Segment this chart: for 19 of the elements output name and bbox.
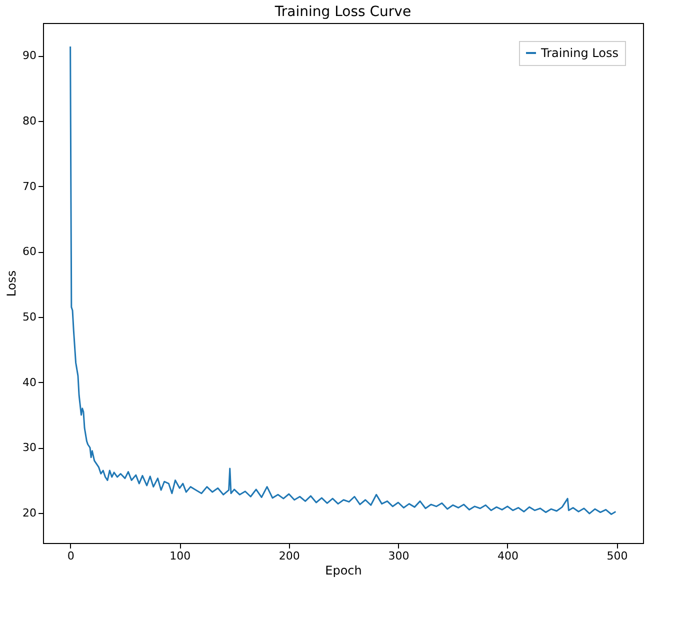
y-tick-label: 80 [22,114,36,128]
y-tick-label: 40 [22,376,36,389]
x-axis-title: Epoch [325,564,362,578]
x-tick-label: 100 [170,550,191,562]
x-tick-label: 400 [497,550,518,562]
y-tick-label: 20 [22,506,36,520]
y-tick-label: 50 [22,310,36,324]
line-series [70,46,616,516]
legend-label: Training Loss [540,46,618,60]
y-tick-label: 90 [22,49,36,62]
x-tick-label: 500 [606,550,628,562]
x-tick-label: 300 [388,550,410,562]
chart-title: Training Loss Curve [274,4,412,20]
y-tick-label: 70 [22,180,36,193]
x-tick-label: 0 [67,550,74,562]
y-tick-label: 30 [22,441,36,454]
y-axis-title: Loss [4,270,19,297]
y-tick-label: 60 [22,245,36,258]
x-tick-label: 200 [278,550,300,562]
